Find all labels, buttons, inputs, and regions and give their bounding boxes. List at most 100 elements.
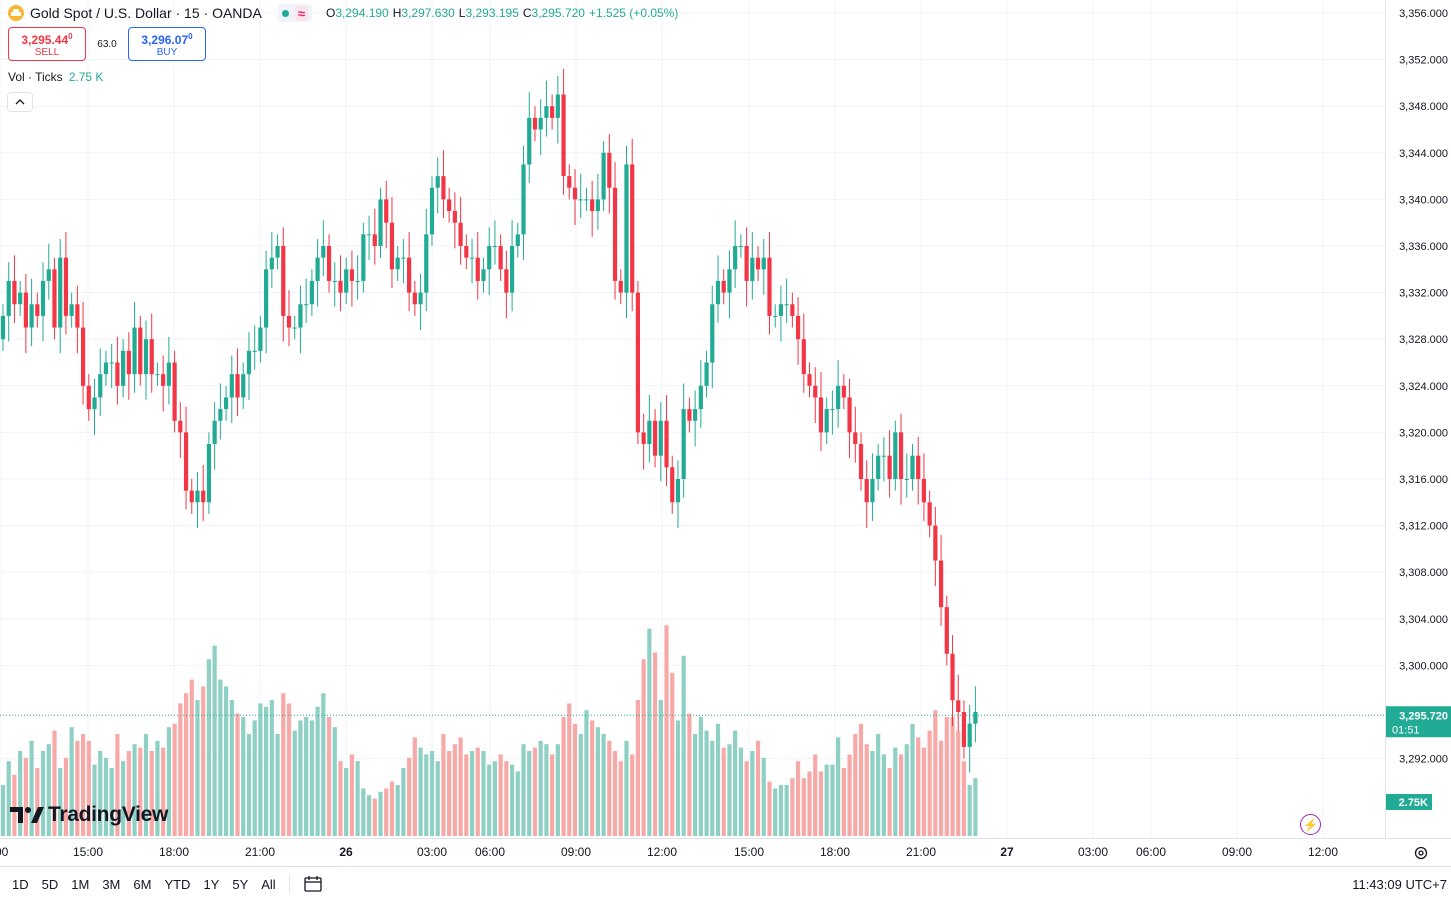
chart-pane[interactable]: Gold Spot / U.S. Dollar · 15 · OANDA ≈ O… bbox=[0, 0, 1385, 838]
time-tick-label: 21:00 bbox=[245, 845, 275, 859]
candle-body bbox=[555, 94, 560, 118]
buy-label: BUY bbox=[156, 46, 178, 58]
time-axis[interactable]: :00 15:00 18:00 21:00 26 03:00 06:00 09:00 12:00… bbox=[0, 838, 1451, 866]
volume-bar bbox=[652, 652, 658, 836]
volume-bar bbox=[944, 717, 949, 836]
candle-body bbox=[298, 304, 303, 328]
volume-bar bbox=[635, 700, 641, 836]
candle-body bbox=[578, 199, 583, 201]
candle-body bbox=[58, 257, 63, 328]
lightning-icon[interactable]: ⚡ bbox=[1300, 814, 1321, 835]
candle-body bbox=[561, 94, 566, 177]
volume-bar bbox=[938, 740, 944, 836]
sell-button[interactable]: 3,295.440 SELL bbox=[8, 27, 86, 61]
price-scale[interactable]: 3,356.000 3,352.000 3,348.000 3,344.000 3,34… bbox=[1386, 0, 1451, 838]
time-tick-label: 06:00 bbox=[475, 845, 505, 859]
candle-body bbox=[509, 246, 515, 293]
time-scale[interactable]: :00 15:00 18:00 21:00 26 03:00 06:00 09:00 12:00… bbox=[0, 839, 1451, 867]
range-5d-button[interactable]: 5D bbox=[41, 876, 59, 892]
candle-body bbox=[721, 280, 726, 293]
volume-bar bbox=[332, 727, 337, 836]
range-3m-button[interactable]: 3M bbox=[102, 876, 121, 892]
clock-timezone[interactable]: 11:43:09 UTC+7 bbox=[1352, 877, 1447, 892]
candle-body bbox=[824, 409, 829, 433]
candle-body bbox=[29, 304, 34, 328]
candle-body bbox=[601, 152, 606, 200]
settings-gear-icon[interactable] bbox=[1413, 845, 1429, 861]
range-1d-button[interactable]: 1D bbox=[12, 876, 29, 892]
volume-bar bbox=[607, 740, 612, 836]
volume-bar bbox=[498, 754, 503, 836]
volume-bar bbox=[687, 713, 692, 836]
volume-bar bbox=[813, 754, 818, 836]
candle-body bbox=[6, 280, 11, 316]
volume-bar bbox=[761, 757, 766, 836]
volume-bar bbox=[601, 734, 606, 836]
go-to-date-icon[interactable] bbox=[303, 875, 323, 893]
volume-bar bbox=[6, 761, 11, 836]
range-all-button[interactable]: All bbox=[261, 876, 276, 892]
volume-bar bbox=[624, 740, 629, 836]
candle-body bbox=[161, 374, 166, 386]
candle-body bbox=[69, 304, 74, 316]
candle-body bbox=[52, 269, 57, 328]
candle-body bbox=[755, 257, 761, 270]
symbol-title[interactable]: Gold Spot / U.S. Dollar · 15 · OANDA bbox=[30, 5, 262, 21]
price-tick-label: 3,352.000 bbox=[1399, 55, 1448, 67]
volume-bar bbox=[807, 771, 812, 836]
candle-body bbox=[841, 385, 846, 398]
volume-bar bbox=[710, 740, 715, 836]
volume-bar bbox=[103, 757, 109, 836]
volume-bar bbox=[424, 754, 429, 836]
volume-bar bbox=[326, 717, 332, 836]
volume-bar bbox=[0, 785, 6, 836]
candle-body bbox=[641, 432, 646, 445]
range-6m-button[interactable]: 6M bbox=[133, 876, 152, 892]
candle-body bbox=[904, 479, 909, 480]
candle-body bbox=[584, 199, 589, 201]
volume-legend[interactable]: Vol · Ticks 2.75 K bbox=[8, 70, 103, 84]
price-tick-label: 3,344.000 bbox=[1399, 148, 1448, 160]
candle-body bbox=[492, 246, 498, 247]
volume-bar bbox=[458, 737, 463, 836]
candle-body bbox=[635, 292, 641, 433]
volume-bar bbox=[29, 740, 34, 836]
tradingview-logo[interactable]: TradingView bbox=[10, 803, 168, 827]
candle-body bbox=[75, 304, 80, 328]
candle-body bbox=[498, 246, 503, 270]
candle-body bbox=[687, 409, 692, 421]
volume-bar bbox=[298, 720, 303, 836]
volume-bar bbox=[961, 761, 967, 836]
price-tick-label: 3,292.000 bbox=[1399, 754, 1448, 766]
range-1m-button[interactable]: 1M bbox=[71, 876, 90, 892]
ohlc-close-value: 3,295.720 bbox=[531, 6, 585, 20]
volume-bar bbox=[161, 747, 166, 836]
collapse-legend-button[interactable] bbox=[7, 92, 33, 112]
volume-bar bbox=[166, 727, 171, 836]
candle-body bbox=[212, 420, 217, 445]
price-axis[interactable]: 3,356.000 3,352.000 3,348.000 3,344.000 3,34… bbox=[1385, 0, 1451, 838]
candle-body bbox=[344, 269, 349, 293]
time-tick-label: 09:00 bbox=[561, 845, 591, 859]
volume-bar bbox=[881, 754, 886, 836]
range-5y-button[interactable]: 5Y bbox=[232, 876, 249, 892]
candle-body bbox=[424, 234, 429, 293]
range-1y-button[interactable]: 1Y bbox=[203, 876, 220, 892]
candle-body bbox=[292, 327, 297, 329]
volume-bar bbox=[876, 734, 881, 836]
time-tick-label: 03:00 bbox=[417, 845, 447, 859]
volume-bar bbox=[58, 768, 63, 836]
volume-bar bbox=[790, 778, 795, 836]
buy-button[interactable]: 3,296.070 BUY bbox=[128, 27, 206, 61]
candle-body bbox=[132, 327, 137, 375]
candle-body bbox=[836, 385, 841, 410]
volume-bar bbox=[235, 713, 240, 836]
candlestick-chart[interactable] bbox=[0, 0, 1385, 838]
range-ytd-button[interactable]: YTD bbox=[164, 876, 191, 892]
candle-body bbox=[933, 525, 938, 561]
volume-bar bbox=[52, 730, 57, 836]
market-status-pill[interactable]: ≈ bbox=[277, 4, 312, 22]
volume-bar bbox=[818, 771, 824, 836]
candle-body bbox=[738, 246, 743, 247]
volume-bar bbox=[521, 744, 526, 836]
